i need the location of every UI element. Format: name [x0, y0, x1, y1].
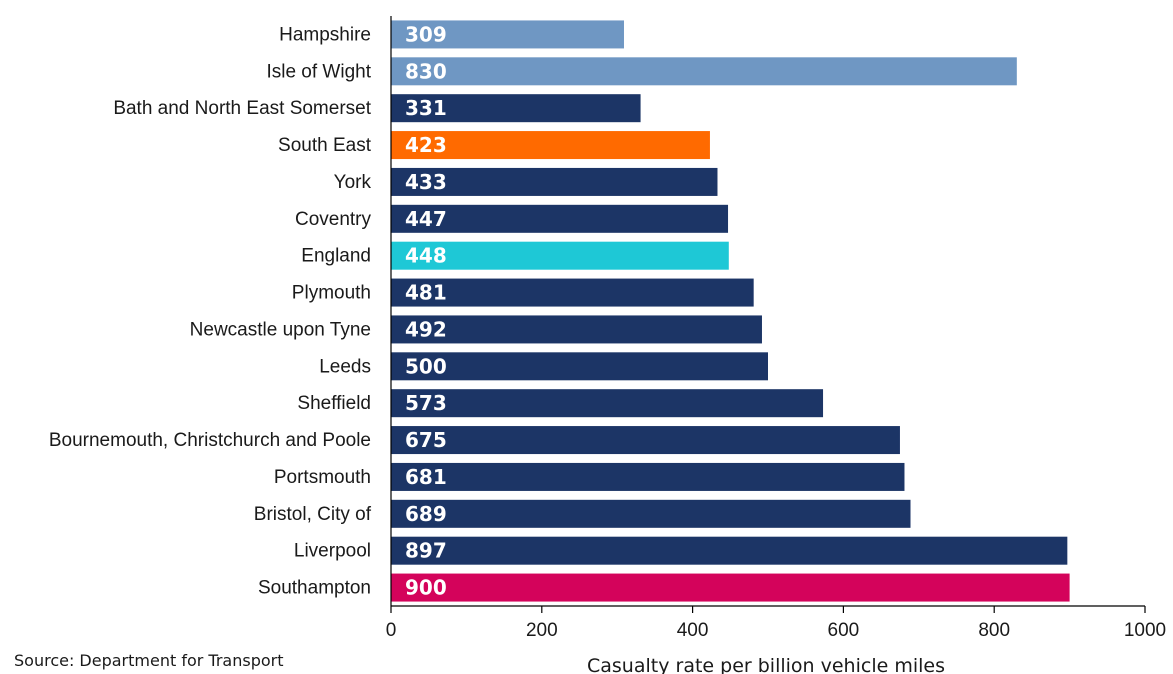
- bar: [391, 94, 641, 123]
- category-label: South East: [278, 135, 372, 156]
- data-label: 481: [405, 281, 447, 305]
- data-label: 573: [405, 391, 447, 415]
- data-label: 433: [405, 170, 447, 194]
- category-label: Southampton: [258, 578, 371, 599]
- category-label: Bristol, City of: [254, 504, 372, 525]
- bar: [391, 499, 911, 528]
- category-label: Leeds: [319, 356, 371, 377]
- data-label: 492: [405, 317, 447, 341]
- data-label: 897: [405, 539, 447, 563]
- data-label: 681: [405, 465, 447, 489]
- x-tick-label: 1000: [1124, 620, 1166, 641]
- category-label: England: [301, 246, 371, 267]
- category-label: Hampshire: [279, 24, 371, 45]
- data-label: 500: [405, 354, 447, 378]
- category-label: Coventry: [295, 209, 372, 230]
- bar: [391, 241, 729, 270]
- category-label: Newcastle upon Tyne: [190, 319, 371, 340]
- category-label: Sheffield: [297, 393, 371, 414]
- data-label: 689: [405, 502, 447, 526]
- category-label: Isle of Wight: [266, 61, 371, 82]
- bar: [391, 536, 1068, 565]
- category-label: Liverpool: [294, 541, 371, 562]
- category-label: York: [334, 172, 372, 193]
- data-label: 309: [405, 22, 447, 46]
- x-tick-label: 0: [386, 620, 397, 641]
- data-label: 331: [405, 96, 447, 120]
- bar: [391, 462, 905, 491]
- x-tick-label: 800: [978, 620, 1010, 641]
- x-tick-label: 600: [828, 620, 860, 641]
- data-label: 447: [405, 207, 447, 231]
- category-label: Plymouth: [292, 283, 371, 304]
- data-label: 423: [405, 133, 447, 157]
- bar: [391, 573, 1070, 602]
- x-axis-title: Casualty rate per billion vehicle miles: [587, 655, 945, 674]
- bar: [391, 315, 762, 344]
- bar: [391, 352, 768, 381]
- category-label: Portsmouth: [274, 467, 371, 488]
- category-label: Bournemouth, Christchurch and Poole: [49, 430, 371, 451]
- bar: [391, 204, 729, 233]
- data-label: 830: [405, 59, 447, 83]
- bars-group: 309 830 331 423 433 447 448 481 492 500 573 675 681 6…: [391, 20, 1070, 602]
- bar: [391, 426, 900, 455]
- bar: [391, 131, 710, 160]
- bar: [391, 278, 754, 307]
- x-tick-label: 400: [677, 620, 709, 641]
- data-label: 448: [405, 244, 447, 268]
- data-label: 675: [405, 428, 447, 452]
- bar: [391, 20, 624, 49]
- bar: [391, 389, 824, 418]
- category-labels: Hampshire Isle of Wight Bath and North Eas…: [49, 24, 372, 598]
- x-tick-label: 200: [526, 620, 558, 641]
- data-label: 900: [405, 576, 447, 600]
- bar: [391, 167, 718, 196]
- bar: [391, 57, 1017, 86]
- axes-group: 0 200 400 600 800 1000: [386, 16, 1166, 641]
- category-label: Bath and North East Somerset: [113, 98, 371, 119]
- source-note: Source: Department for Transport: [14, 651, 284, 670]
